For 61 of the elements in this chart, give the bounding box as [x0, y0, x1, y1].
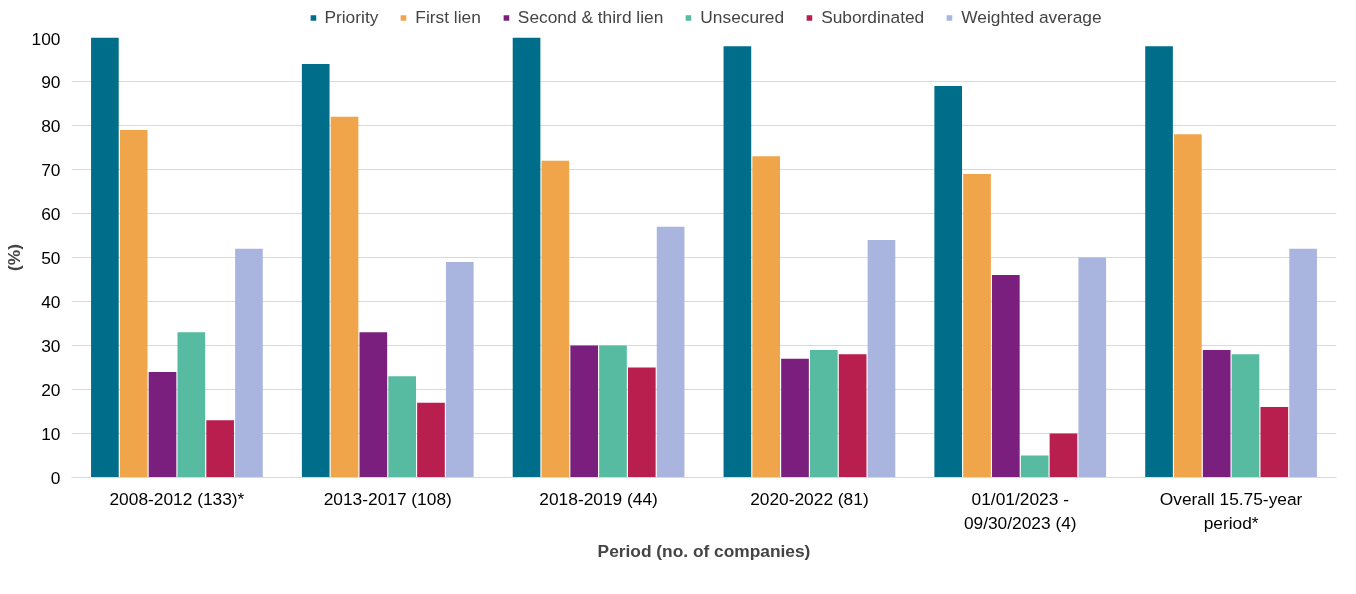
y-tick-label: 50	[41, 247, 61, 268]
bar	[1174, 134, 1202, 478]
bar	[963, 173, 991, 478]
y-tick-label: 10	[41, 423, 61, 444]
x-tick-label: 2013-2017 (108)	[323, 488, 452, 509]
legend-label: Second & third lien	[517, 6, 664, 28]
bar	[752, 156, 781, 478]
bar	[627, 367, 656, 478]
bar	[570, 345, 599, 478]
bar	[512, 37, 541, 478]
bar	[148, 371, 177, 478]
bar	[301, 63, 330, 478]
bar	[177, 332, 206, 478]
legend-label: Priority	[324, 6, 379, 28]
bar	[1049, 433, 1078, 478]
bar	[330, 116, 359, 478]
bar	[1020, 455, 1049, 478]
x-tick-label: Overall 15.75-year period*	[1159, 488, 1303, 533]
y-tick-label: 70	[41, 159, 61, 180]
bar	[388, 376, 416, 478]
x-tick-label: 2020-2022 (81)	[750, 488, 869, 509]
bar	[359, 332, 388, 478]
y-tick-label: 40	[41, 291, 61, 312]
y-tick-label: 60	[41, 203, 61, 224]
legend-label: Unsecured	[700, 6, 785, 28]
bar	[91, 37, 119, 478]
bar	[1078, 257, 1107, 478]
bar	[992, 275, 1020, 478]
bar	[723, 46, 752, 478]
bar	[235, 248, 263, 478]
bar	[119, 129, 148, 478]
bar	[1145, 46, 1173, 478]
bar	[781, 358, 809, 478]
bar	[656, 226, 685, 478]
bar	[445, 261, 474, 478]
bar	[541, 160, 570, 478]
y-tick-label: 0	[50, 467, 61, 488]
legend-label: Subordinated	[821, 6, 925, 28]
y-tick-label: 80	[41, 115, 61, 136]
bar	[838, 354, 867, 478]
x-tick-label: 01/01/2023 - 09/30/2023 (4)	[963, 488, 1077, 533]
bar	[809, 349, 838, 478]
y-tick-label: 20	[41, 379, 61, 400]
legend-label: First lien	[415, 6, 481, 28]
bar	[867, 239, 896, 478]
y-axis-title: (%)	[3, 244, 24, 271]
x-axis-title: Period (no. of companies)	[597, 540, 811, 561]
bar	[1260, 407, 1289, 478]
y-tick-label: 30	[41, 335, 61, 356]
y-tick-label: 90	[41, 71, 61, 92]
bar	[206, 420, 234, 478]
bar	[1289, 248, 1317, 478]
bar	[934, 85, 963, 478]
x-tick-label: 2018-2019 (44)	[539, 488, 658, 509]
bar	[417, 402, 445, 478]
legend-label: Weighted average	[961, 6, 1102, 28]
bar	[1231, 354, 1260, 478]
x-tick-label: 2008-2012 (133)*	[109, 488, 245, 509]
bar	[599, 345, 627, 478]
y-tick-label: 100	[31, 28, 61, 49]
bar	[1202, 349, 1231, 478]
